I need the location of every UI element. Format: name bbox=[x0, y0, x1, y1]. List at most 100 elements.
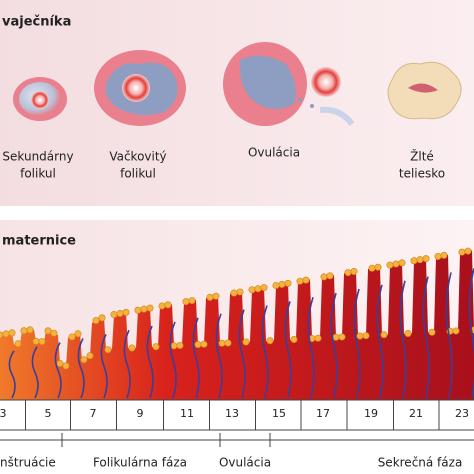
epithelial-cell bbox=[176, 342, 184, 350]
blood-vessel bbox=[238, 309, 246, 399]
day-label: 21 bbox=[409, 407, 423, 420]
uterus-title: maternice bbox=[2, 234, 76, 249]
blood-vessel bbox=[8, 350, 16, 399]
epithelial-cell bbox=[140, 305, 148, 313]
stage-label: folikul bbox=[20, 167, 56, 181]
epithelial-cell bbox=[62, 362, 70, 370]
blood-vessel bbox=[146, 325, 154, 399]
epithelial-cell bbox=[422, 255, 430, 263]
blood-vessel bbox=[77, 338, 85, 399]
blood-vessel bbox=[100, 333, 108, 399]
phase-bracket bbox=[0, 433, 474, 447]
epithelial-cell bbox=[392, 260, 400, 268]
epithelial-cell bbox=[188, 297, 196, 305]
epithelial-cell bbox=[104, 346, 112, 354]
stage-label: Sekundárny bbox=[2, 150, 73, 164]
epithelial-cell bbox=[20, 327, 28, 335]
epithelial-cell bbox=[248, 286, 256, 294]
stage-label: folikul bbox=[120, 167, 156, 181]
epithelial-cell bbox=[170, 342, 178, 350]
epithelial-cell bbox=[440, 251, 448, 259]
epithelial-cell bbox=[128, 344, 136, 352]
epithelial-cell bbox=[290, 335, 298, 343]
blood-vessel bbox=[376, 284, 384, 399]
phase-label: Ovulácia bbox=[219, 456, 271, 470]
epithelial-cell bbox=[98, 314, 106, 322]
epithelial-cell bbox=[50, 329, 58, 337]
blood-vessel bbox=[169, 321, 177, 399]
epithelial-cell bbox=[38, 338, 46, 346]
epithelial-cell bbox=[14, 340, 22, 348]
epithelial-cell bbox=[368, 264, 376, 272]
epithelial-cell bbox=[344, 269, 352, 277]
day-label: 23 bbox=[455, 407, 469, 420]
day-strip bbox=[0, 400, 474, 430]
epithelial-cell bbox=[386, 261, 394, 269]
day-label: 13 bbox=[225, 407, 239, 420]
day-label: 17 bbox=[316, 407, 330, 420]
epithelial-cell bbox=[230, 289, 238, 297]
epithelial-cell bbox=[68, 333, 76, 341]
epithelial-cell bbox=[80, 356, 88, 364]
epithelial-cell bbox=[428, 328, 436, 336]
day-label: 5 bbox=[45, 407, 52, 420]
epithelial-cell bbox=[404, 329, 412, 337]
stage-label: Vačkovitý bbox=[109, 150, 166, 164]
epithelial-cell bbox=[218, 339, 226, 347]
epithelial-cell bbox=[212, 292, 220, 300]
epithelial-cell bbox=[416, 256, 424, 264]
blood-vessel bbox=[215, 313, 223, 399]
epithelial-cell bbox=[74, 330, 82, 338]
epithelial-cell bbox=[266, 337, 274, 345]
epithelial-cell bbox=[122, 308, 130, 316]
epithelial-cell bbox=[44, 327, 52, 335]
day-label: 9 bbox=[137, 407, 144, 420]
phase-label: nštruácie bbox=[0, 456, 56, 470]
epithelial-cell bbox=[350, 268, 358, 276]
epithelial-cell bbox=[272, 282, 280, 290]
epithelial-cell bbox=[338, 333, 346, 341]
epithelial-cell bbox=[194, 341, 202, 349]
epithelial-cell bbox=[452, 327, 460, 335]
epithelial-cell bbox=[164, 301, 172, 309]
epithelial-cell bbox=[86, 352, 94, 360]
blood-vessel bbox=[307, 296, 315, 399]
blood-vessel bbox=[123, 329, 131, 399]
epithelial-cell bbox=[146, 304, 154, 312]
epithelial-cell bbox=[314, 334, 322, 342]
blood-vessel bbox=[422, 276, 430, 399]
epithelial-cell bbox=[374, 263, 382, 271]
blood-vessel bbox=[445, 272, 453, 399]
blood-vessel bbox=[192, 317, 200, 399]
epithelial-cell bbox=[134, 306, 142, 314]
phase-label: Sekrečná fáza bbox=[378, 456, 463, 470]
epithelial-cell bbox=[224, 339, 232, 347]
day-label: 3 bbox=[0, 407, 7, 420]
epithelial-cell bbox=[296, 277, 304, 285]
epithelial-cell bbox=[206, 293, 214, 301]
blood-vessel bbox=[31, 346, 39, 399]
epithelial-cell bbox=[8, 329, 16, 337]
epithelial-cell bbox=[260, 284, 268, 292]
endometrium-tissue bbox=[0, 250, 474, 400]
epithelial-cell bbox=[380, 331, 388, 339]
epithelial-cell bbox=[410, 257, 418, 265]
epithelial-cell bbox=[110, 311, 118, 319]
epithelial-cell bbox=[200, 340, 208, 348]
epithelial-cell bbox=[152, 343, 160, 351]
stage-label: Ovulácia bbox=[248, 146, 300, 160]
day-label: 19 bbox=[364, 407, 378, 420]
blood-vessel bbox=[54, 342, 62, 399]
epithelial-cell bbox=[434, 252, 442, 260]
epithelial-cell bbox=[32, 337, 40, 345]
epithelial-cell bbox=[116, 309, 124, 317]
endometrium bbox=[0, 247, 474, 400]
ovulation bbox=[223, 42, 355, 126]
day-label: 11 bbox=[180, 407, 194, 420]
blood-vessel bbox=[468, 268, 474, 399]
epithelial-cell bbox=[284, 279, 292, 287]
epithelial-cell bbox=[362, 332, 370, 340]
stage-label: Žlté bbox=[410, 149, 434, 164]
epithelial-cell bbox=[464, 247, 472, 255]
